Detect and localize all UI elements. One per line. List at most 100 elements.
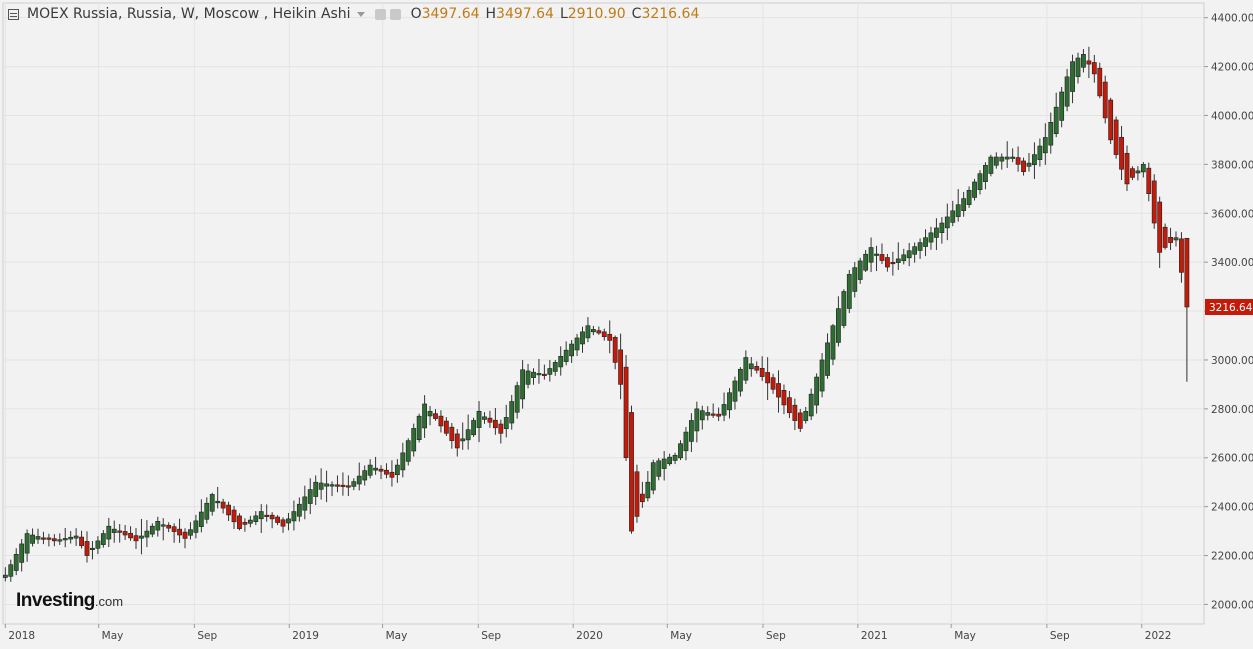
candle-body (514, 385, 520, 413)
candle-body (694, 408, 700, 432)
candle-body (754, 366, 760, 371)
candle-body (1124, 152, 1130, 185)
candle-body (503, 417, 509, 429)
collapse-icon[interactable] (8, 8, 19, 20)
candle-body (171, 526, 177, 532)
candle-body (868, 247, 874, 263)
candle-body (324, 483, 329, 487)
candle-body (1097, 67, 1103, 97)
candle-body (934, 227, 939, 238)
candle-body (237, 515, 242, 529)
candle-body (563, 349, 569, 362)
candle-body (1021, 160, 1026, 172)
candle-body (852, 267, 858, 292)
candle-body (765, 372, 771, 384)
eye-icon[interactable] (374, 8, 386, 20)
candle-body (841, 291, 847, 326)
candle-body (596, 330, 602, 334)
candle-body (580, 331, 585, 345)
candle-body (296, 503, 302, 517)
candle-body (683, 431, 689, 452)
x-tick-label: May (954, 630, 976, 642)
x-tick-label: May (386, 630, 408, 642)
candle-body (242, 521, 248, 525)
y-tick-label: 3800.00 (1211, 159, 1253, 171)
candle-body (885, 257, 890, 268)
candle-body (612, 337, 618, 363)
candle-body (623, 366, 629, 459)
candle-body (525, 370, 531, 385)
candle-body (797, 412, 803, 429)
candle-body (182, 531, 188, 539)
high-key: H (485, 6, 497, 22)
candle-body (79, 536, 84, 547)
candle-body (258, 511, 264, 520)
candle-body (204, 502, 210, 520)
y-tick-label: 2600.00 (1211, 453, 1253, 465)
candle-body (438, 415, 444, 427)
candle-body (618, 349, 624, 385)
logo-text: Investing (16, 590, 95, 611)
candle-body (400, 452, 406, 471)
candle-body (286, 518, 291, 524)
candle-body (993, 156, 999, 166)
candle-body (634, 471, 640, 517)
candle-body (362, 470, 368, 481)
candle-body (128, 532, 133, 539)
candle-body (830, 325, 836, 360)
candle-body (416, 415, 422, 441)
candle-body (808, 393, 814, 417)
candle-body (732, 380, 738, 402)
candle-body (1070, 61, 1075, 92)
candle-body (1091, 62, 1097, 75)
settings-icon[interactable] (389, 8, 401, 20)
candle-body (177, 528, 182, 536)
candle-body (1168, 237, 1173, 243)
candle-body (639, 493, 645, 503)
candle-body (155, 521, 161, 531)
candle-body (1048, 122, 1054, 146)
candle-body (721, 404, 727, 416)
x-tick-label: Sep (197, 630, 217, 642)
symbol-title[interactable]: MOEX Russia, Russia, W, Moscow , Heikin … (27, 6, 351, 22)
candle-body (759, 367, 765, 377)
candle-body (1075, 57, 1081, 77)
candle-body (411, 428, 417, 452)
x-tick-label: 2018 (8, 630, 35, 642)
candle-body (1157, 201, 1163, 253)
close-key: C (631, 6, 642, 22)
candle-body (122, 531, 128, 536)
candle-body (498, 423, 504, 434)
candle-body (912, 246, 918, 255)
candle-body (73, 535, 79, 539)
candle-body (743, 357, 749, 381)
candle-body (454, 433, 460, 449)
candle-body (552, 362, 558, 372)
x-tick-label: Sep (481, 630, 501, 642)
candle-body (792, 404, 798, 421)
investing-logo: Investing .com (16, 590, 123, 612)
candle-body (1140, 164, 1146, 173)
candle-body (269, 514, 275, 520)
candle-body (351, 481, 357, 487)
last-price-label: 3216.64 (1209, 302, 1253, 314)
candle-body (231, 509, 237, 523)
candle-body (318, 482, 324, 490)
y-tick-label: 3000.00 (1211, 355, 1253, 367)
y-tick-label: 4200.00 (1211, 62, 1253, 74)
x-tick-label: 2022 (1145, 630, 1172, 642)
candle-body (487, 417, 493, 423)
candle-body (220, 501, 226, 509)
candle-body (1135, 170, 1141, 174)
chevron-down-icon[interactable] (356, 11, 365, 17)
y-tick-label: 2200.00 (1211, 551, 1253, 563)
candle-body (280, 519, 286, 527)
candle-body (1119, 136, 1124, 170)
candle-body (825, 342, 830, 376)
candle-body (705, 412, 711, 416)
candle-body (1081, 54, 1086, 68)
candle-body (492, 419, 498, 429)
candle-body (781, 390, 787, 406)
